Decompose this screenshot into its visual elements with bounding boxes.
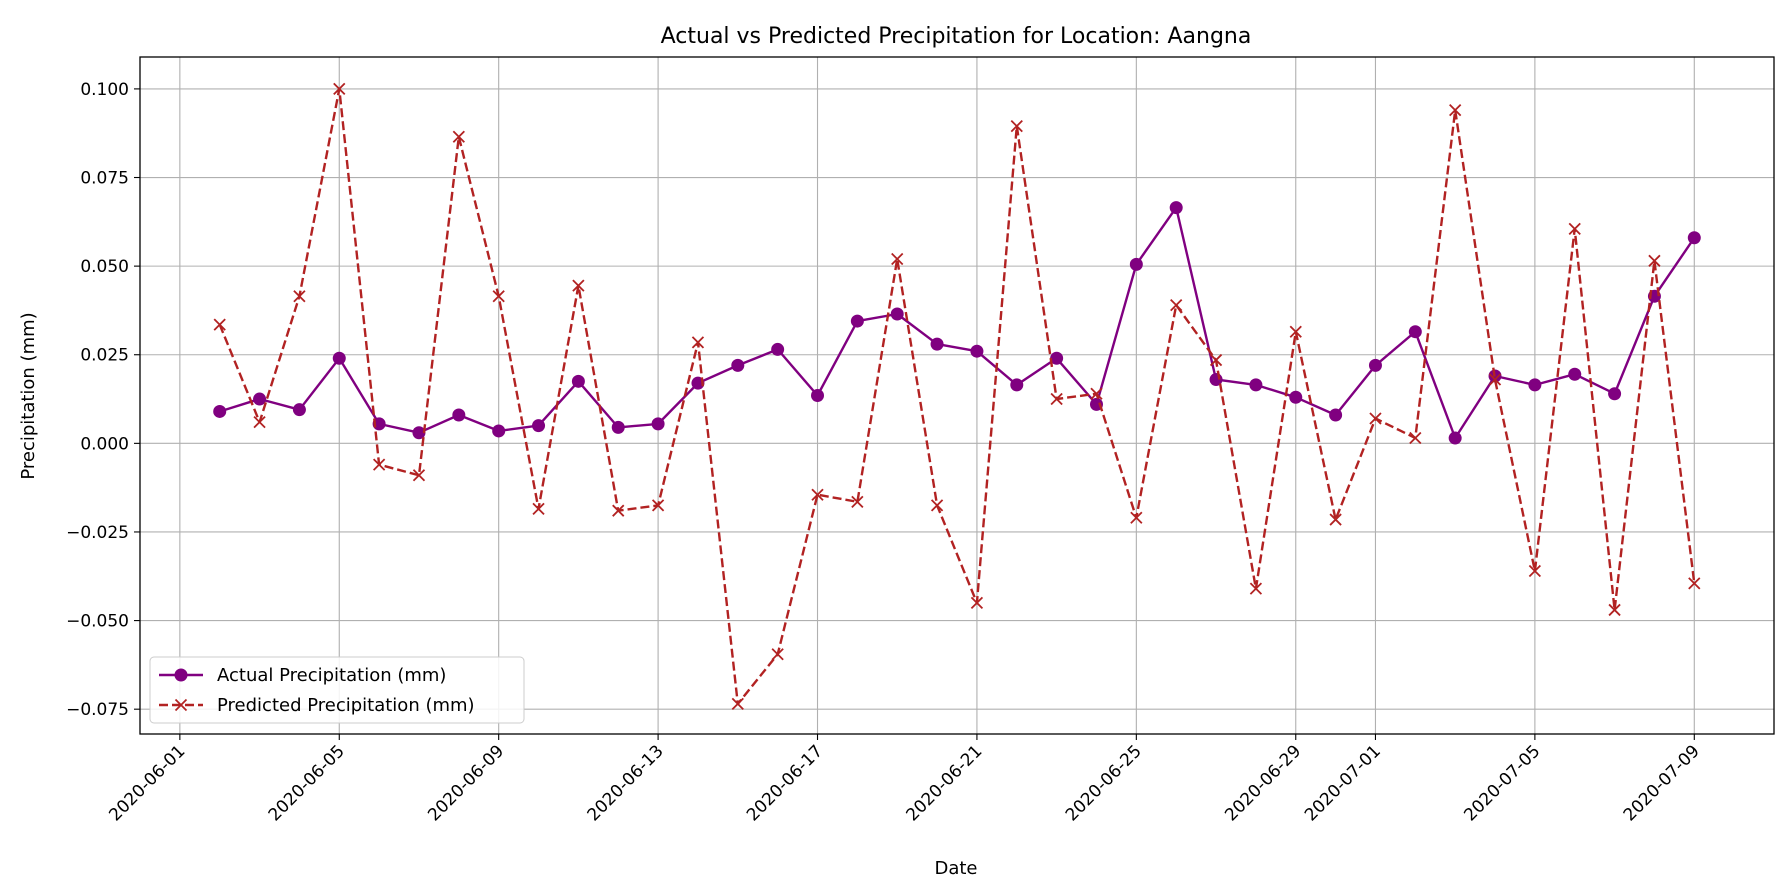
x-axis-title: Date <box>934 858 977 879</box>
actual-point <box>452 408 466 422</box>
predicted-point <box>1608 603 1621 617</box>
predicted-point <box>1050 392 1063 406</box>
y-tick-label: −0.025 <box>66 523 129 543</box>
actual-point <box>611 420 625 434</box>
predicted-point <box>1648 254 1661 267</box>
actual-point <box>253 392 267 406</box>
actual-point <box>731 358 745 372</box>
predicted-point <box>691 336 705 349</box>
predicted-point <box>213 318 226 331</box>
actual-point <box>771 342 785 356</box>
actual-point <box>1249 378 1263 392</box>
y-tick-label: −0.050 <box>66 612 129 632</box>
actual-point <box>970 344 984 358</box>
legend-key-predicted-marker <box>174 698 188 712</box>
actual-point <box>850 314 864 328</box>
predicted-point <box>253 415 266 429</box>
actual-point <box>1289 390 1303 404</box>
actual-point <box>1608 387 1622 401</box>
predicted-point <box>372 458 386 471</box>
actual-point <box>930 337 944 351</box>
predicted-point <box>891 252 904 266</box>
predicted-point <box>1010 119 1023 133</box>
y-tick-label: 0.100 <box>80 80 129 100</box>
predicted-point <box>970 596 984 609</box>
actual-point <box>292 403 306 417</box>
y-tick-label: 0.000 <box>80 434 129 454</box>
y-axis-title: Precipitation (mm) <box>18 312 39 479</box>
actual-point <box>213 404 227 418</box>
predicted-point <box>1369 412 1382 425</box>
actual-point <box>1448 431 1462 445</box>
actual-point <box>532 419 546 433</box>
actual-point <box>1329 408 1343 422</box>
actual-point <box>1408 325 1422 339</box>
predicted-point <box>572 279 585 292</box>
actual-point <box>1568 367 1582 381</box>
predicted-point <box>1449 104 1462 117</box>
actual-point <box>412 426 426 440</box>
predicted-point <box>1130 511 1143 524</box>
legend-box <box>149 656 525 724</box>
predicted-point <box>930 499 944 512</box>
y-tick-label: 0.025 <box>80 346 129 366</box>
predicted-point <box>612 504 625 517</box>
actual-point <box>811 389 825 402</box>
predicted-point <box>1209 353 1223 367</box>
predicted-point <box>1409 431 1422 445</box>
predicted-point <box>1289 325 1302 338</box>
actual-point <box>1129 257 1143 271</box>
legend: Actual Precipitation (mm) Predicted Prec… <box>149 656 525 724</box>
predicted-point <box>333 82 346 96</box>
actual-point <box>332 351 346 365</box>
predicted-point <box>771 648 784 661</box>
predicted-point <box>811 488 824 501</box>
predicted-point <box>412 469 426 482</box>
legend-key-actual-marker <box>174 668 188 682</box>
predicted-point <box>651 499 665 512</box>
predicted-point <box>731 697 744 711</box>
predicted-point <box>1249 582 1263 595</box>
predicted-point <box>1329 513 1342 526</box>
actual-point <box>492 424 506 438</box>
predicted-point <box>1090 387 1103 400</box>
actual-series-line <box>219 206 1696 440</box>
predicted-point <box>1568 222 1581 236</box>
predicted-point <box>492 290 505 303</box>
actual-point <box>1050 351 1064 365</box>
actual-point <box>651 417 665 431</box>
actual-point <box>1010 378 1024 392</box>
predicted-point <box>1170 298 1183 312</box>
y-tick-label: 0.075 <box>80 169 129 189</box>
actual-point <box>1528 378 1542 392</box>
legend-label-actual: Actual Precipitation (mm) <box>217 665 446 686</box>
actual-point <box>571 374 585 388</box>
actual-point <box>1169 201 1183 215</box>
predicted-point <box>1688 577 1701 590</box>
series-layer <box>213 82 1701 711</box>
predicted-point <box>851 495 864 508</box>
legend-label-predicted: Predicted Precipitation (mm) <box>217 695 475 716</box>
chart-title: Actual vs Predicted Precipitation for Lo… <box>661 24 1252 49</box>
y-tick-label: 0.050 <box>80 257 129 277</box>
predicted-point <box>1528 564 1542 578</box>
predicted-point <box>293 290 306 303</box>
predicted-point <box>1488 373 1502 386</box>
actual-point <box>1368 358 1382 372</box>
predicted-series-line <box>218 87 1696 706</box>
predicted-point <box>532 502 545 516</box>
predicted-point <box>452 130 465 143</box>
actual-point <box>890 307 904 321</box>
actual-point <box>1687 231 1701 245</box>
plot-frame <box>139 56 1775 735</box>
y-tick-label: −0.075 <box>66 700 129 720</box>
